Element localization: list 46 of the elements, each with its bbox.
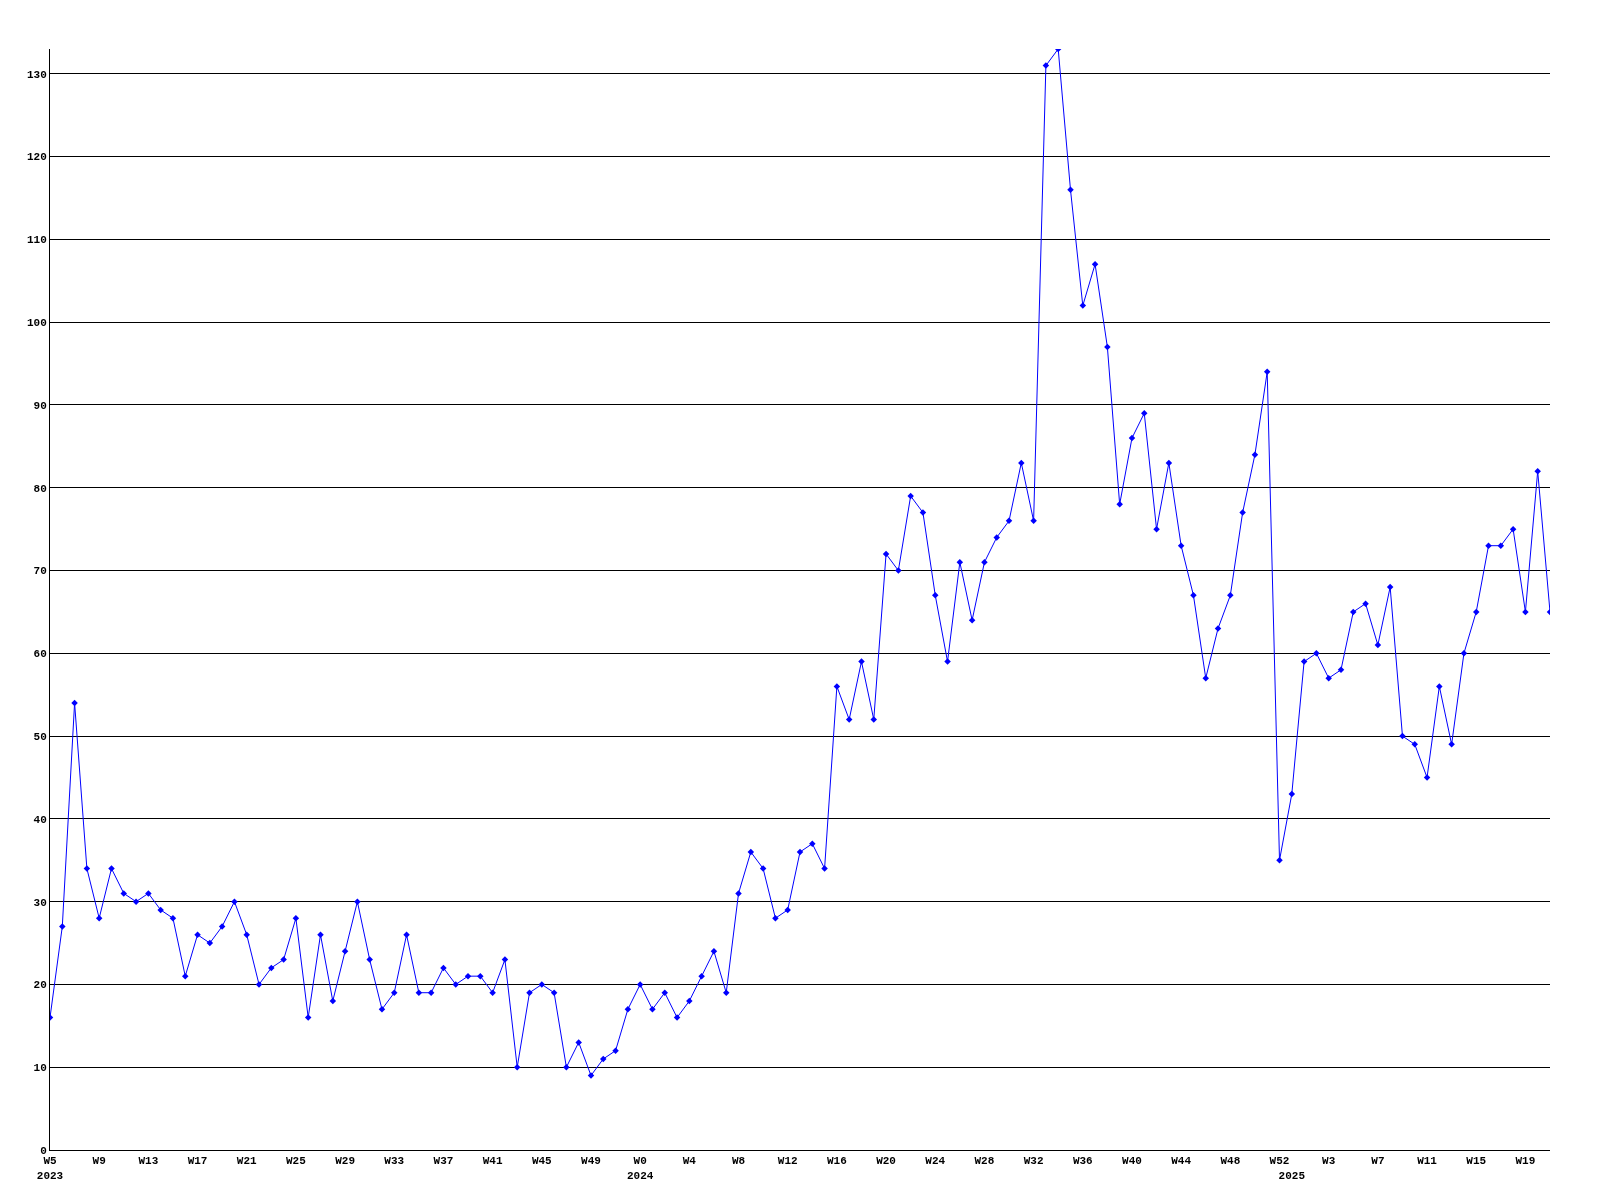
y-tick-label: 30 [33,896,47,909]
x-tick-label: W49 [581,1155,601,1168]
y-tick-label: 10 [33,1062,47,1075]
x-tick-label: W36 [1072,1155,1093,1168]
x-tick-label: W12 [777,1155,798,1168]
x-tick-label: W7 [1371,1155,1385,1168]
x-tick-label: W52 [1269,1155,1290,1168]
x-tick-label: W15 [1466,1155,1487,1168]
x-tick-label: W41 [482,1155,503,1168]
y-tick-label: 90 [33,399,47,412]
y-tick-label: 70 [33,565,47,578]
x-tick-label: W37 [433,1155,454,1168]
x-tick-label: W17 [187,1155,208,1168]
x-tick-label: W20 [876,1155,896,1168]
x-tick-label: 2025 [1278,1169,1306,1182]
x-tick-label: W48 [1220,1155,1241,1168]
x-tick-label: W25 [285,1155,307,1168]
x-tick-label: W44 [1171,1155,1192,1168]
x-tick-label: W11 [1417,1155,1438,1168]
x-tick-label: W3 [1322,1155,1336,1168]
x-tick-label: W13 [138,1155,159,1168]
y-tick-label: 110 [26,234,47,247]
x-tick-label: W21 [236,1155,258,1168]
x-tick-label: W32 [1023,1155,1044,1168]
x-tick-label: W19 [1515,1155,1536,1168]
y-tick-label: 50 [33,730,47,743]
y-tick-label: 120 [26,151,47,164]
y-tick-label: 60 [33,648,47,661]
y-tick-label: 80 [33,482,47,495]
y-tick-label: 40 [33,813,47,826]
y-tick-label: 100 [26,317,47,330]
y-tick-label: 0 [40,1144,47,1157]
x-tick-label: W0 2024 [626,1155,654,1182]
x-tick-label: W9 [92,1155,106,1168]
x-tick-label: W40 [1122,1155,1142,1168]
x-tick-label: W4 [682,1155,697,1168]
x-tick-label: W33 [384,1155,405,1168]
x-tick-label: W16 [826,1155,847,1168]
x-tick-label: W45 [531,1155,553,1168]
y-tick-label: 130 [26,68,47,81]
x-tick-label: W29 [335,1155,355,1168]
x-tick-label: W28 [974,1155,995,1168]
x-tick-label: W24 [925,1155,946,1168]
x-tick-label: W8 [731,1155,746,1168]
x-tick-label: W5 2023 [36,1155,64,1182]
y-tick-label: 20 [33,979,47,992]
